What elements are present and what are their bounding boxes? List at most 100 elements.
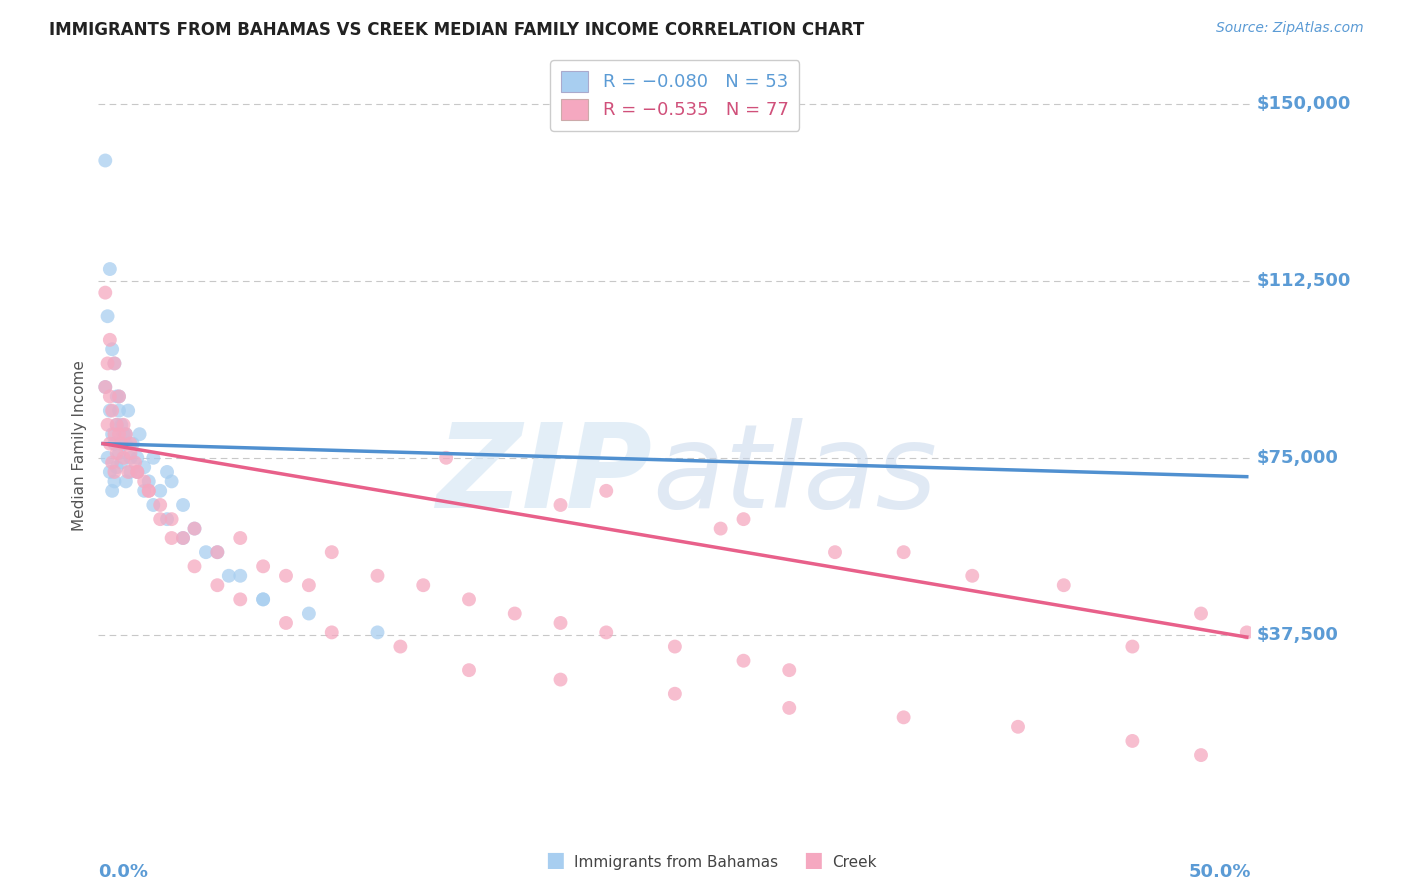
Point [229, 592, 252, 607]
Point [127, 450, 149, 465]
Text: IMMIGRANTS FROM BAHAMAS VS CREEK MEDIAN FAMILY INCOME CORRELATION CHART: IMMIGRANTS FROM BAHAMAS VS CREEK MEDIAN … [49, 21, 865, 38]
Point [172, 531, 194, 545]
Point [98, 436, 121, 450]
Point [207, 578, 229, 592]
Point [120, 450, 142, 465]
Point [115, 427, 138, 442]
Point [97, 356, 120, 370]
Point [778, 663, 800, 677]
Point [298, 578, 321, 592]
Point [105, 417, 128, 432]
Point [149, 512, 172, 526]
Point [101, 403, 124, 417]
Point [101, 427, 124, 442]
Text: 50.0%: 50.0% [1189, 863, 1251, 881]
Point [274, 615, 297, 630]
Point [112, 436, 135, 450]
Point [112, 427, 135, 442]
Point [298, 607, 321, 621]
Text: atlas: atlas [652, 418, 936, 533]
Point [160, 512, 183, 526]
Point [120, 465, 142, 479]
Point [105, 417, 128, 432]
Text: Source: ZipAtlas.com: Source: ZipAtlas.com [1216, 21, 1364, 35]
Point [1053, 578, 1076, 592]
Point [142, 498, 165, 512]
Point [98, 389, 121, 403]
Point [127, 465, 149, 479]
Point [149, 498, 172, 512]
Point [98, 262, 121, 277]
Text: $75,000: $75,000 [1257, 449, 1339, 467]
Point [458, 663, 481, 677]
Point [664, 687, 686, 701]
Point [110, 456, 132, 470]
Point [110, 436, 132, 450]
Text: ■: ■ [803, 850, 823, 870]
Point [101, 343, 124, 357]
Point [127, 465, 149, 479]
Point [142, 450, 165, 465]
Point [105, 460, 128, 475]
Point [121, 436, 143, 450]
Point [138, 475, 160, 489]
Point [321, 625, 343, 640]
Point [595, 483, 617, 498]
Point [108, 427, 131, 442]
Point [124, 456, 146, 470]
Point [207, 545, 229, 559]
Point [1121, 734, 1143, 748]
Point [120, 446, 142, 460]
Point [366, 625, 388, 640]
Point [115, 475, 138, 489]
Point [134, 460, 156, 475]
Point [1189, 607, 1212, 621]
Point [108, 389, 131, 403]
Point [110, 417, 132, 432]
Point [1007, 720, 1029, 734]
Point [229, 531, 252, 545]
Point [733, 512, 755, 526]
Point [103, 465, 125, 479]
Text: $150,000: $150,000 [1257, 95, 1351, 113]
Point [112, 450, 135, 465]
Point [156, 465, 179, 479]
Point [550, 615, 572, 630]
Point [503, 607, 526, 621]
Point [389, 640, 412, 654]
Point [117, 403, 139, 417]
Point [94, 153, 117, 168]
Point [710, 522, 733, 536]
Point [105, 389, 128, 403]
Point [127, 465, 149, 479]
Point [138, 483, 160, 498]
Point [134, 483, 156, 498]
Point [94, 285, 117, 300]
Text: $37,500: $37,500 [1257, 626, 1339, 644]
Point [98, 333, 121, 347]
Point [229, 568, 252, 582]
Point [1236, 625, 1258, 640]
Point [103, 356, 125, 370]
Point [183, 522, 205, 536]
Point [108, 403, 131, 417]
Text: ZIP: ZIP [436, 417, 652, 533]
Point [172, 498, 194, 512]
Point [101, 456, 124, 470]
Point [112, 417, 135, 432]
Point [103, 475, 125, 489]
Point [138, 483, 160, 498]
Point [101, 483, 124, 498]
Point [183, 522, 205, 536]
Point [733, 654, 755, 668]
Point [824, 545, 846, 559]
Point [550, 673, 572, 687]
Point [207, 545, 229, 559]
Point [160, 531, 183, 545]
Text: Creek: Creek [832, 855, 877, 870]
Text: $112,500: $112,500 [1257, 272, 1351, 290]
Point [98, 465, 121, 479]
Point [366, 568, 388, 582]
Legend: R = −0.080   N = 53, R = −0.535   N = 77: R = −0.080 N = 53, R = −0.535 N = 77 [550, 60, 800, 130]
Point [103, 356, 125, 370]
